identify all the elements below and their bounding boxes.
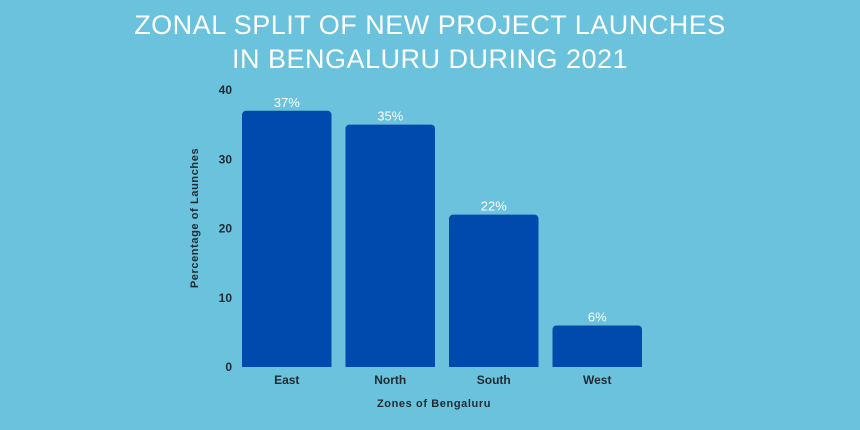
x-tick-label-south: South: [477, 373, 511, 387]
bar-west: [552, 325, 642, 367]
bar-west-base: [552, 361, 642, 367]
bar-east-base: [242, 361, 332, 367]
x-axis-ticks: East North South West: [274, 373, 611, 387]
data-label-east: 37%: [274, 95, 300, 110]
y-tick-label: 40: [219, 83, 233, 97]
data-label-west: 6%: [588, 309, 607, 324]
y-axis-ticks: 0 10 20 30 40: [219, 83, 233, 374]
bar-south-base: [449, 361, 539, 367]
x-tick-label-west: West: [583, 373, 611, 387]
data-label-south: 22%: [481, 199, 507, 214]
x-axis-title: Zones of Bengaluru: [377, 398, 491, 410]
x-tick-label-east: East: [274, 373, 299, 387]
bar-north: [345, 124, 435, 367]
y-tick-label: 10: [219, 291, 233, 305]
data-label-north: 35%: [377, 109, 403, 124]
y-axis-title: Percentage of Launches: [189, 148, 201, 288]
y-tick-label: 20: [219, 222, 233, 236]
x-tick-label-north: North: [374, 373, 406, 387]
y-tick-label: 30: [219, 152, 233, 166]
bar-east: [242, 110, 332, 368]
bar-north-base: [345, 361, 435, 367]
data-labels: 37% 35% 22% 6%: [274, 95, 607, 325]
bars: [242, 110, 642, 368]
bar-south: [449, 214, 539, 367]
chart-title: ZONAL SPLIT OF NEW PROJECT LAUNCHES IN B…: [0, 8, 860, 76]
y-tick-label: 0: [225, 360, 232, 374]
chart-title-line-2: IN BENGALURU DURING 2021: [231, 44, 629, 74]
chart-title-line-1: ZONAL SPLIT OF NEW PROJECT LAUNCHES: [134, 10, 726, 40]
